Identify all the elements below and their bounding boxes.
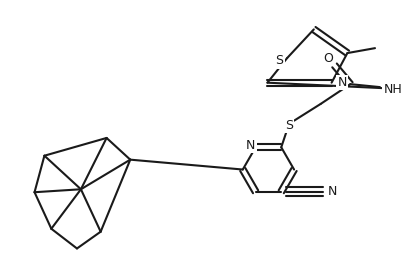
Text: O: O	[323, 52, 333, 65]
Text: S: S	[275, 54, 283, 68]
Text: N: N	[337, 76, 346, 89]
Text: NH: NH	[383, 83, 401, 96]
Text: N: N	[327, 185, 336, 198]
Text: S: S	[284, 119, 292, 132]
Text: N: N	[245, 139, 255, 152]
